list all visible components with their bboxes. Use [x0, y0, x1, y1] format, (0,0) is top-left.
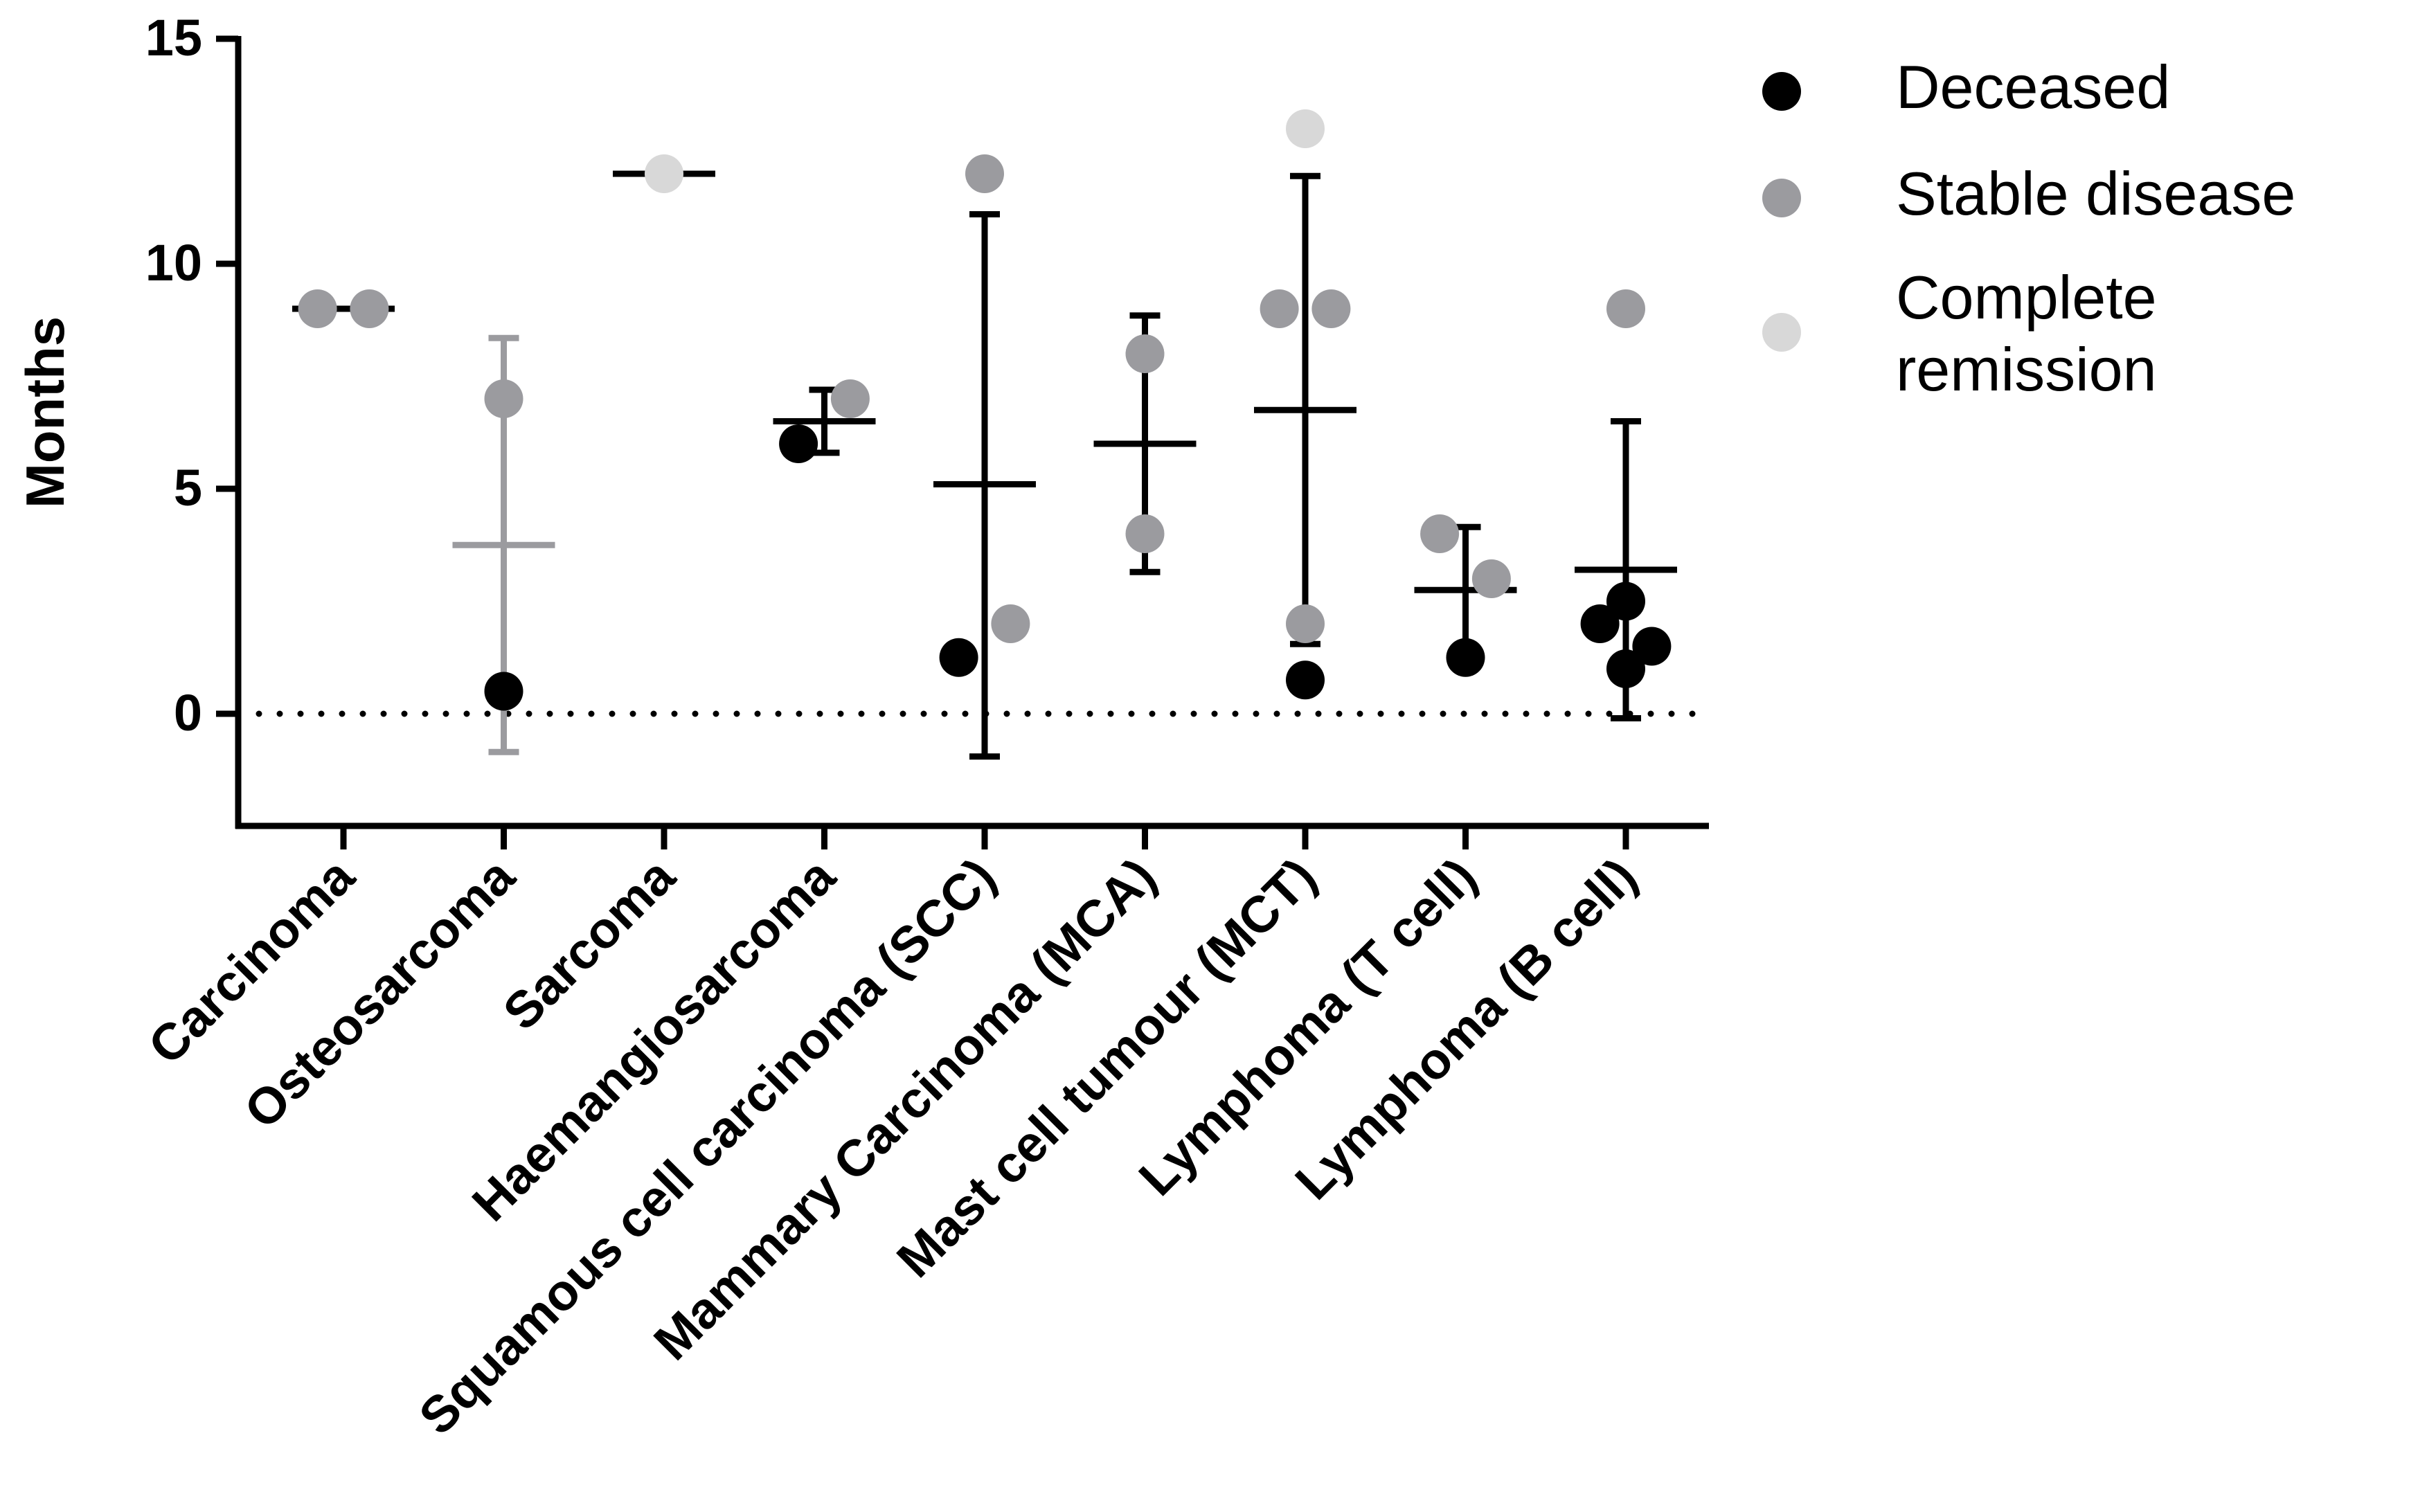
- data-point-deceased: [1446, 638, 1485, 677]
- data-point-stable: [965, 154, 1004, 193]
- data-point-stable: [1125, 334, 1165, 373]
- legend: Deceased Stable disease Complete remission: [1762, 53, 2295, 404]
- data-point-stable: [830, 379, 870, 418]
- data-point-deceased: [1606, 582, 1645, 621]
- data-point-deceased: [1580, 604, 1620, 643]
- data-point-stable: [1471, 559, 1511, 598]
- data-point-complete: [1286, 109, 1325, 148]
- data-point-stable: [991, 604, 1030, 643]
- data-point-deceased: [939, 638, 978, 677]
- data-point-deceased: [484, 672, 523, 711]
- legend-marker-stable: [1762, 179, 1801, 217]
- data-point-deceased: [1632, 627, 1672, 666]
- y-axis-title: Months: [15, 316, 75, 508]
- data-point-complete: [645, 154, 683, 193]
- y-tick-label: 5: [174, 459, 202, 516]
- data-point-stable: [1286, 604, 1325, 643]
- x-tick-label: Osteosarcoma: [233, 847, 526, 1140]
- axis-labels: 051015MonthsCarcinomaOsteosarcomaSarcoma…: [15, 9, 1647, 1446]
- data-point-stable: [350, 289, 389, 328]
- data-point-stable: [1420, 514, 1460, 553]
- legend-label-complete: Complete remission: [1896, 263, 2157, 404]
- x-tick-label: Squamous cell carcinoma (SCC): [408, 847, 1006, 1446]
- data-point-stable: [1125, 514, 1165, 553]
- data-point-deceased: [779, 424, 818, 463]
- y-tick-label: 0: [174, 684, 202, 741]
- legend-marker-complete: [1762, 313, 1801, 352]
- data-point-stable: [484, 379, 523, 418]
- data-point-stable: [1311, 289, 1351, 328]
- y-tick-label: 15: [145, 9, 202, 66]
- data-point-deceased: [1606, 649, 1645, 688]
- data-point-stable: [1260, 289, 1299, 328]
- y-tick-label: 10: [145, 234, 202, 291]
- data-point-stable: [298, 289, 337, 328]
- data-point-stable: [1606, 289, 1645, 328]
- legend-label-deceased: Deceased: [1896, 53, 2170, 121]
- data-points: [298, 109, 1672, 711]
- data-point-deceased: [1286, 660, 1325, 700]
- axes: [216, 35, 1709, 849]
- legend-marker-deceased: [1762, 72, 1801, 111]
- legend-label-stable: Stable disease: [1896, 159, 2295, 228]
